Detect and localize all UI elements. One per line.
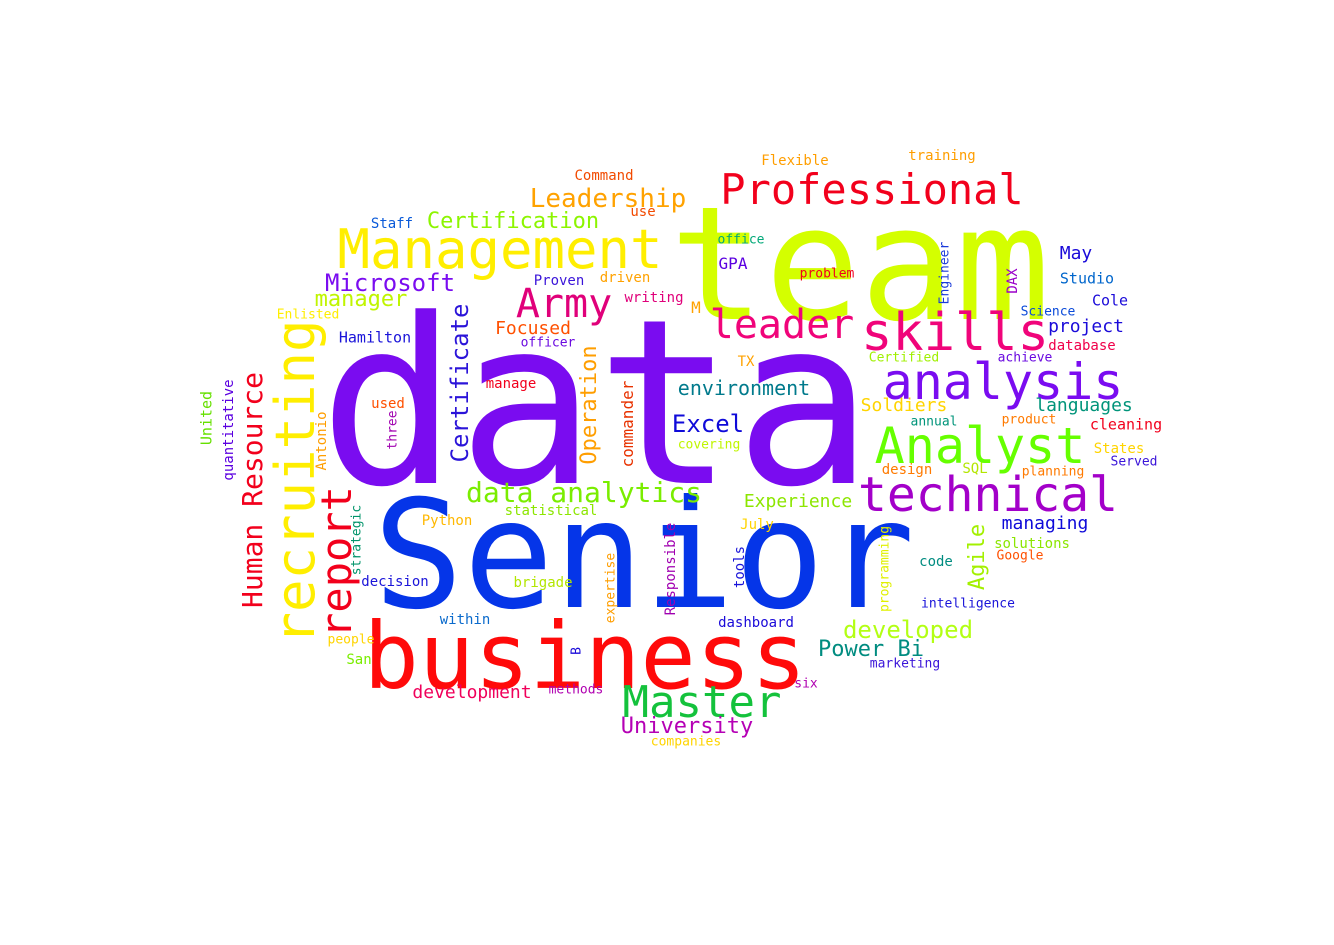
cloud-word: programming	[877, 525, 893, 613]
cloud-word: writing	[624, 290, 684, 306]
cloud-word: Science	[1020, 304, 1076, 320]
cloud-word: data analytics	[465, 476, 703, 509]
cloud-word: people	[327, 632, 375, 648]
cloud-word: May	[1059, 243, 1093, 264]
cloud-word: team	[669, 173, 1051, 357]
cloud-word: expertise	[603, 552, 619, 624]
cloud-word: design	[881, 462, 933, 478]
cloud-word: officer	[520, 335, 576, 351]
cloud-word: developed	[842, 616, 974, 644]
cloud-word: Experience	[743, 491, 853, 512]
cloud-word: Certification	[426, 209, 600, 234]
cloud-word: Senior	[373, 469, 915, 643]
cloud-word: data	[319, 271, 873, 538]
cloud-word: leader	[709, 302, 855, 348]
cloud-word: GPA	[718, 254, 748, 273]
cloud-word: dashboard	[718, 615, 794, 631]
cloud-word: project	[1048, 316, 1124, 337]
cloud-word: Enlisted	[276, 307, 340, 323]
cloud-word: Power Bi	[818, 637, 924, 662]
cloud-word: Focused	[495, 318, 571, 339]
cloud-word: manager	[314, 287, 408, 312]
cloud-word: problem	[799, 266, 855, 282]
cloud-word: business	[363, 603, 807, 710]
cloud-word: marketing	[869, 656, 941, 672]
cloud-word: Engineer	[937, 241, 953, 305]
cloud-word: Soldiers	[860, 395, 948, 416]
cloud-word: manage	[485, 376, 537, 392]
cloud-word: office	[717, 232, 765, 248]
cloud-word: M	[691, 298, 701, 317]
cloud-word: Leadership	[529, 184, 687, 214]
cloud-word: tools	[732, 545, 748, 589]
cloud-word: used	[371, 396, 405, 412]
cloud-word: B	[569, 647, 585, 655]
cloud-word: strategic	[349, 504, 365, 576]
cloud-word: intelligence	[921, 596, 1015, 612]
cloud-word: Excel	[671, 410, 745, 438]
cloud-word: annual	[910, 414, 958, 430]
cloud-word: Command	[574, 168, 634, 184]
cloud-word: within	[439, 612, 491, 628]
cloud-word: covering	[677, 437, 741, 453]
cloud-word: TX	[737, 354, 755, 370]
cloud-word: skills	[861, 303, 1049, 363]
cloud-word: cleaning	[1089, 415, 1163, 434]
cloud-word: Master	[622, 677, 782, 728]
cloud-word: Hamilton	[338, 328, 412, 347]
cloud-word: use	[630, 204, 656, 220]
cloud-word: solutions	[994, 536, 1070, 552]
cloud-word: companies	[650, 734, 722, 750]
cloud-word: Management	[337, 218, 663, 281]
cloud-word: managing	[1001, 513, 1089, 534]
cloud-word: decision	[361, 574, 429, 590]
cloud-word: San	[346, 652, 372, 668]
cloud-word: Responsible	[663, 522, 679, 616]
cloud-word: Army	[515, 281, 613, 327]
cloud-word: development	[412, 682, 532, 703]
cloud-word: Google	[996, 548, 1044, 564]
cloud-word: Flexible	[761, 153, 829, 169]
cloud-word: United	[197, 390, 216, 446]
cloud-word: Professional	[720, 165, 1024, 214]
cloud-word: statistical	[504, 503, 598, 519]
cloud-word: database	[1048, 338, 1116, 354]
cloud-word: Operation	[577, 345, 602, 465]
cloud-word: methods	[548, 682, 604, 698]
cloud-word: Certified	[868, 350, 940, 366]
cloud-word: Analyst	[874, 417, 1086, 475]
cloud-word: six	[794, 676, 818, 692]
cloud-word: three	[385, 410, 401, 450]
cloud-word: product	[1001, 412, 1057, 428]
cloud-word: States	[1093, 441, 1145, 457]
cloud-word: University	[620, 714, 754, 739]
cloud-word: brigade	[513, 575, 573, 591]
cloud-word: quantitative	[221, 379, 237, 481]
cloud-word: code	[919, 554, 953, 570]
cloud-word: Cole	[1091, 291, 1129, 310]
cloud-word: July	[740, 517, 774, 533]
cloud-word: Human Resource	[236, 371, 269, 609]
cloud-word: Certificate	[446, 303, 474, 463]
cloud-word: planning	[1021, 464, 1085, 480]
cloud-word: DAX	[1005, 268, 1021, 294]
cloud-word: Staff	[370, 216, 414, 232]
cloud-word: Python	[421, 513, 473, 529]
cloud-word: training	[908, 148, 976, 164]
cloud-word: SQL	[962, 461, 988, 477]
cloud-word: achieve	[997, 350, 1053, 366]
cloud-word: analysis	[882, 353, 1124, 411]
cloud-word: languages	[1035, 395, 1133, 416]
cloud-word: Studio	[1059, 269, 1115, 288]
cloud-word: Antonio	[314, 411, 330, 471]
cloud-word: driven	[599, 270, 651, 286]
cloud-word: Served	[1110, 454, 1158, 470]
cloud-word: Agile	[965, 523, 990, 591]
cloud-word: commander	[618, 380, 637, 468]
cloud-word: environment	[677, 376, 811, 400]
cloud-word: Microsoft	[324, 269, 456, 297]
cloud-word: Proven	[533, 273, 585, 289]
cloud-word: technical	[857, 467, 1119, 523]
